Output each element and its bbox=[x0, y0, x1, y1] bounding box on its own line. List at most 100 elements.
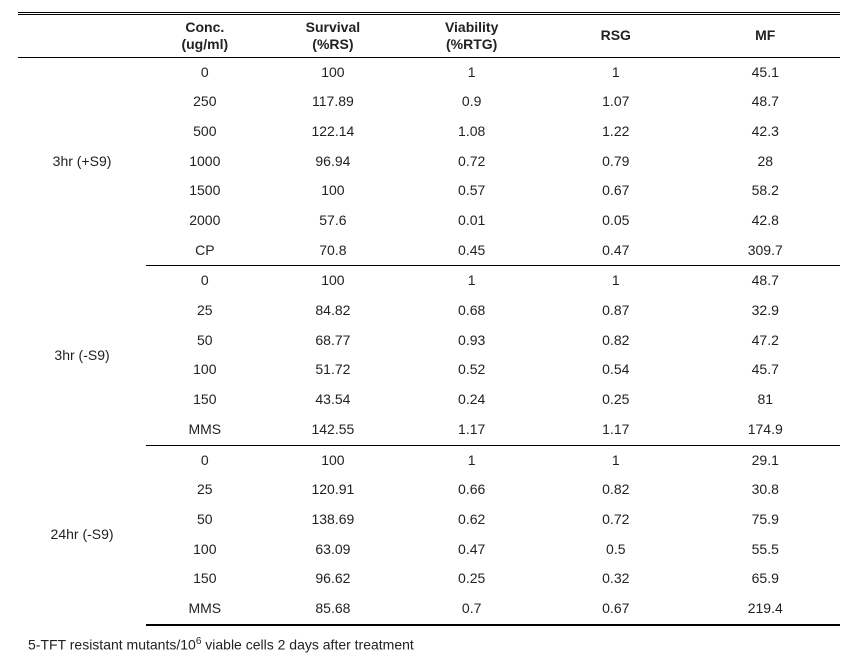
cell-viab: 0.24 bbox=[402, 385, 541, 415]
cell-rsg: 0.67 bbox=[541, 176, 690, 206]
cell-mf: 75.9 bbox=[691, 505, 841, 535]
col-conc-l1: Conc. bbox=[185, 19, 224, 35]
cell-surv: 122.14 bbox=[264, 117, 403, 147]
cell-rsg: 0.87 bbox=[541, 296, 690, 326]
cell-mf: 55.5 bbox=[691, 535, 841, 565]
cell-surv: 51.72 bbox=[264, 355, 403, 385]
cell-rsg: 0.5 bbox=[541, 535, 690, 565]
cell-mf: 174.9 bbox=[691, 415, 841, 445]
cell-mf: 30.8 bbox=[691, 475, 841, 505]
cell-surv: 100 bbox=[264, 176, 403, 206]
cell-viab: 1 bbox=[402, 266, 541, 296]
cell-mf: 81 bbox=[691, 385, 841, 415]
cell-viab: 1.08 bbox=[402, 117, 541, 147]
cell-mf: 58.2 bbox=[691, 176, 841, 206]
cell-rsg: 0.25 bbox=[541, 385, 690, 415]
cell-viab: 0.25 bbox=[402, 564, 541, 594]
col-survival: Survival (%RS) bbox=[264, 14, 403, 58]
cell-rsg: 0.82 bbox=[541, 475, 690, 505]
cell-surv: 70.8 bbox=[264, 236, 403, 266]
table-row: 3hr (+S9)01001145.1 bbox=[18, 57, 840, 87]
data-table: Conc. (ug/ml) Survival (%RS) Viability (… bbox=[18, 12, 840, 626]
cell-surv: 57.6 bbox=[264, 206, 403, 236]
cell-mf: 45.1 bbox=[691, 57, 841, 87]
cell-conc: 0 bbox=[146, 266, 263, 296]
cell-surv: 85.68 bbox=[264, 594, 403, 625]
cell-mf: 219.4 bbox=[691, 594, 841, 625]
cell-rsg: 0.67 bbox=[541, 594, 690, 625]
cell-conc: 50 bbox=[146, 505, 263, 535]
cell-rsg: 1 bbox=[541, 57, 690, 87]
cell-rsg: 0.54 bbox=[541, 355, 690, 385]
cell-surv: 84.82 bbox=[264, 296, 403, 326]
cell-viab: 0.47 bbox=[402, 535, 541, 565]
cell-rsg: 0.05 bbox=[541, 206, 690, 236]
cell-surv: 117.89 bbox=[264, 87, 403, 117]
cell-conc: 150 bbox=[146, 385, 263, 415]
cell-conc: MMS bbox=[146, 415, 263, 445]
cell-conc: 1000 bbox=[146, 147, 263, 177]
cell-mf: 45.7 bbox=[691, 355, 841, 385]
cell-mf: 42.8 bbox=[691, 206, 841, 236]
cell-mf: 47.2 bbox=[691, 326, 841, 356]
table-row: 3hr (-S9)01001148.7 bbox=[18, 266, 840, 296]
cell-conc: 0 bbox=[146, 445, 263, 475]
cell-mf: 48.7 bbox=[691, 87, 841, 117]
cell-conc: 25 bbox=[146, 296, 263, 326]
cell-rsg: 0.72 bbox=[541, 505, 690, 535]
col-surv-l2: (%RS) bbox=[312, 36, 353, 52]
footnote-post: viable cells 2 days after treatment bbox=[201, 636, 413, 652]
col-viability: Viability (%RTG) bbox=[402, 14, 541, 58]
col-surv-l1: Survival bbox=[306, 19, 360, 35]
cell-surv: 142.55 bbox=[264, 415, 403, 445]
col-conc-l2: (ug/ml) bbox=[181, 36, 228, 52]
cell-surv: 68.77 bbox=[264, 326, 403, 356]
cell-viab: 0.62 bbox=[402, 505, 541, 535]
cell-mf: 42.3 bbox=[691, 117, 841, 147]
cell-conc: 2000 bbox=[146, 206, 263, 236]
cell-surv: 120.91 bbox=[264, 475, 403, 505]
cell-viab: 0.66 bbox=[402, 475, 541, 505]
group-label: 3hr (+S9) bbox=[18, 57, 146, 266]
group-label: 3hr (-S9) bbox=[18, 266, 146, 445]
cell-surv: 43.54 bbox=[264, 385, 403, 415]
cell-conc: 150 bbox=[146, 564, 263, 594]
cell-viab: 1 bbox=[402, 57, 541, 87]
cell-mf: 32.9 bbox=[691, 296, 841, 326]
cell-rsg: 1.07 bbox=[541, 87, 690, 117]
col-rsg: RSG bbox=[541, 14, 690, 58]
cell-rsg: 1.17 bbox=[541, 415, 690, 445]
cell-surv: 96.62 bbox=[264, 564, 403, 594]
cell-conc: 0 bbox=[146, 57, 263, 87]
cell-mf: 28 bbox=[691, 147, 841, 177]
cell-surv: 100 bbox=[264, 57, 403, 87]
cell-rsg: 1 bbox=[541, 445, 690, 475]
cell-viab: 0.72 bbox=[402, 147, 541, 177]
footnote-pre: 5-TFT resistant mutants/10 bbox=[28, 636, 196, 652]
footnote: 5-TFT resistant mutants/106 viable cells… bbox=[18, 626, 840, 653]
cell-mf: 48.7 bbox=[691, 266, 841, 296]
cell-conc: 100 bbox=[146, 355, 263, 385]
col-mf: MF bbox=[691, 14, 841, 58]
cell-rsg: 0.47 bbox=[541, 236, 690, 266]
cell-mf: 309.7 bbox=[691, 236, 841, 266]
table-header-row: Conc. (ug/ml) Survival (%RS) Viability (… bbox=[18, 14, 840, 58]
cell-viab: 0.57 bbox=[402, 176, 541, 206]
cell-rsg: 0.32 bbox=[541, 564, 690, 594]
cell-surv: 96.94 bbox=[264, 147, 403, 177]
cell-conc: 250 bbox=[146, 87, 263, 117]
cell-rsg: 1 bbox=[541, 266, 690, 296]
cell-conc: 1500 bbox=[146, 176, 263, 206]
col-viab-l1: Viability bbox=[445, 19, 498, 35]
col-blank bbox=[18, 14, 146, 58]
cell-conc: 500 bbox=[146, 117, 263, 147]
cell-viab: 0.9 bbox=[402, 87, 541, 117]
col-viab-l2: (%RTG) bbox=[446, 36, 497, 52]
cell-surv: 138.69 bbox=[264, 505, 403, 535]
cell-rsg: 0.82 bbox=[541, 326, 690, 356]
group-label: 24hr (-S9) bbox=[18, 445, 146, 625]
cell-conc: MMS bbox=[146, 594, 263, 625]
cell-mf: 65.9 bbox=[691, 564, 841, 594]
cell-viab: 1 bbox=[402, 445, 541, 475]
cell-mf: 29.1 bbox=[691, 445, 841, 475]
